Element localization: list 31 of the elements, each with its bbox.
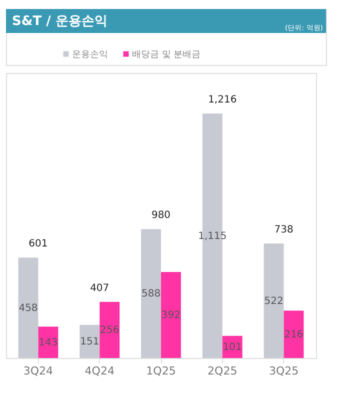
legend-label: 운용손익 (72, 50, 108, 60)
bar (141, 229, 161, 358)
bar (284, 310, 304, 358)
data-label: 143 (38, 337, 58, 348)
bar (18, 258, 38, 358)
data-label: 522 (264, 296, 284, 307)
data-label: 101 (222, 342, 242, 353)
total-label: 738 (274, 224, 294, 236)
data-label: 392 (161, 310, 181, 322)
bar (38, 326, 58, 358)
legend-label: 배당금 및 분배금 (132, 50, 201, 60)
x-tick-label: 3Q25 (268, 364, 299, 378)
x-tick-label: 4Q24 (84, 364, 114, 378)
bar (80, 324, 100, 358)
total-label: 1,216 (208, 94, 237, 106)
x-tick-label: 1Q25 (146, 364, 176, 378)
x-tick-label: 2Q25 (208, 364, 238, 378)
data-label: 216 (284, 329, 304, 340)
total-label: 980 (151, 210, 171, 222)
data-label: 588 (141, 288, 161, 300)
data-label: 151 (80, 336, 100, 348)
data-label: 458 (18, 302, 38, 314)
data-label: 256 (100, 324, 120, 336)
chart-title: S&T / 운용손익 (12, 14, 108, 29)
bar (161, 272, 181, 358)
bar (264, 244, 284, 358)
bar (100, 302, 120, 358)
total-label: 407 (90, 282, 110, 294)
total-label: 601 (28, 238, 48, 250)
data-label: 1,115 (198, 230, 227, 242)
x-tick-label: 3Q24 (23, 364, 54, 378)
